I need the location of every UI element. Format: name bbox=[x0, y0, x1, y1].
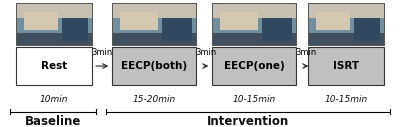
Bar bbox=[112, 33, 196, 45]
Bar bbox=[308, 3, 384, 18]
Text: 3min: 3min bbox=[296, 48, 317, 57]
Bar bbox=[16, 33, 92, 45]
Bar bbox=[308, 47, 384, 85]
Bar bbox=[212, 33, 296, 45]
Bar bbox=[112, 18, 196, 33]
Bar bbox=[62, 18, 88, 41]
Bar bbox=[16, 3, 92, 45]
Text: Baseline: Baseline bbox=[25, 115, 81, 127]
Bar bbox=[112, 47, 196, 85]
Text: EECP(one): EECP(one) bbox=[224, 61, 284, 71]
Text: EECP(both): EECP(both) bbox=[121, 61, 187, 71]
Bar bbox=[220, 12, 258, 30]
Text: 3min: 3min bbox=[92, 48, 113, 57]
Text: 10-15min: 10-15min bbox=[232, 95, 276, 104]
Bar bbox=[262, 18, 292, 41]
Bar bbox=[308, 18, 384, 33]
Bar bbox=[16, 3, 92, 45]
Bar bbox=[212, 3, 296, 45]
Bar bbox=[162, 18, 192, 41]
Bar bbox=[212, 3, 296, 18]
Bar bbox=[16, 47, 92, 85]
Text: 3min: 3min bbox=[196, 48, 217, 57]
Bar bbox=[212, 3, 296, 45]
Bar bbox=[308, 3, 384, 45]
Bar bbox=[112, 3, 196, 45]
Bar bbox=[212, 18, 296, 33]
Text: ISRT: ISRT bbox=[333, 61, 359, 71]
Bar bbox=[308, 3, 384, 45]
Bar bbox=[308, 33, 384, 45]
Bar bbox=[16, 3, 92, 18]
Bar bbox=[212, 47, 296, 85]
Text: 10-15min: 10-15min bbox=[324, 95, 368, 104]
Bar bbox=[120, 12, 158, 30]
Text: Rest: Rest bbox=[41, 61, 67, 71]
Bar bbox=[112, 3, 196, 18]
Text: Intervention: Intervention bbox=[207, 115, 289, 127]
Text: 10min: 10min bbox=[40, 95, 68, 104]
Bar bbox=[316, 12, 350, 30]
Bar bbox=[112, 3, 196, 45]
Bar bbox=[16, 18, 92, 33]
Text: 15-20min: 15-20min bbox=[132, 95, 176, 104]
Bar bbox=[354, 18, 380, 41]
Bar bbox=[24, 12, 58, 30]
